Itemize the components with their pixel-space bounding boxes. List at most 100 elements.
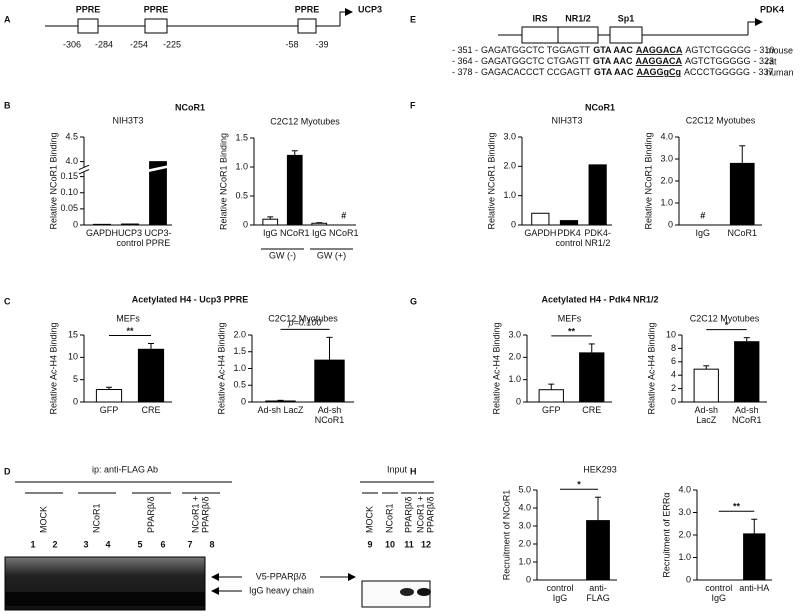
y-axis-label: Relative NCoR1 Binding <box>643 132 653 229</box>
chart-subtitle: MEFs <box>558 313 582 323</box>
y-axis-label: Relative NCoR1 Binding <box>218 133 228 230</box>
sequence-segment: AGTCTGGGGG <box>685 45 751 55</box>
lane-number: 4 <box>105 539 110 549</box>
significance-label: ** <box>568 326 576 336</box>
sequence-segment: GAGACACCCT CCGAGTT <box>481 67 591 77</box>
bar <box>121 223 139 226</box>
sequence-start: - 364 - <box>452 56 478 66</box>
bar <box>149 161 167 226</box>
bar <box>743 533 766 581</box>
lane-group-label: PPARβ/δ <box>200 496 210 533</box>
species-label: rat <box>766 56 777 66</box>
lane-number: 5 <box>137 539 142 549</box>
pdk4-promoter-diagram <box>498 18 763 44</box>
x-tick-label: anti-FLAG <box>586 583 610 603</box>
significance-label: ** <box>733 502 741 512</box>
group-label: GW (-) <box>269 250 296 260</box>
panel-letter: H <box>410 466 417 476</box>
sequence-segment: AGTCTGGGGG <box>685 56 751 66</box>
sequence-end: - 337 <box>753 67 774 77</box>
lane-group-label: NCoR1 <box>384 503 394 533</box>
y-tick-label: 1.5 <box>233 346 246 356</box>
bar <box>559 220 579 226</box>
x-tick-label: Ad-sh LacZ <box>694 405 718 425</box>
x-tick-label: Ad-sh NCoR1 <box>731 405 762 425</box>
value-label: # <box>341 210 346 220</box>
y-tick-label: 0 <box>73 219 78 229</box>
panel-letter: E <box>410 14 416 24</box>
y-tick-label: 6 <box>671 356 676 366</box>
x-tick-label: control IgG <box>705 583 733 603</box>
lane-number: 3 <box>83 539 88 549</box>
lane-number: 1 <box>30 539 35 549</box>
sequence-segment: ACCCTGGGGG <box>684 67 750 77</box>
y-axis-label: Relative Ac-H4 Binding <box>646 322 656 414</box>
significance-label: ** <box>126 326 134 336</box>
bar <box>586 520 610 581</box>
y-tick-label: 3.0 <box>508 329 521 339</box>
lane-group-label: NCoR1 + <box>415 496 425 533</box>
significance-label: * <box>577 480 581 490</box>
x-tick-label: GAPDH <box>524 228 557 238</box>
lane-number: 10 <box>385 539 395 549</box>
bar <box>588 164 607 226</box>
y-tick-label: 15 <box>68 329 78 339</box>
sequence-end: - 310 <box>754 45 775 55</box>
y-tick-label: 0.05 <box>60 203 78 213</box>
lane-number: 9 <box>367 539 372 549</box>
section-header: Acetylated H4 - Pdk4 NR1/2 <box>541 294 658 304</box>
x-tick-label: CRE <box>582 405 602 415</box>
y-tick-label: 0 <box>526 574 531 584</box>
value-label: # <box>700 210 705 220</box>
axis-break <box>78 169 90 175</box>
chart-subtitle: NIH3T3 <box>112 115 143 125</box>
sequence-segment: AAGGACA <box>636 45 683 55</box>
y-tick-label: 5 <box>73 374 78 384</box>
sequence-end: - 323 <box>754 56 775 66</box>
lane-number: 2 <box>52 539 57 549</box>
position-label: -225 <box>163 39 181 49</box>
chart-subtitle: C2C12 Myotubes <box>270 116 340 126</box>
y-tick-label: 2.0 <box>518 538 531 548</box>
x-tick-label: anti-HA <box>739 583 770 593</box>
y-axis-label: Relative Ac-H4 Binding <box>216 322 226 414</box>
sequence-start: - 351 - <box>452 45 478 55</box>
y-axis-label: Relative NCoR1 Binding <box>48 132 58 229</box>
x-tick-label: IgG <box>311 228 327 238</box>
x-tick-label: GFP <box>99 405 119 415</box>
y-tick-label: 10 <box>666 329 676 339</box>
sequence-segment: GTA AAC <box>593 45 633 55</box>
lane-group-label: PPARβ/δ <box>403 496 413 533</box>
chart-subtitle: NIH3T3 <box>551 115 582 125</box>
y-tick-label: 2 <box>671 383 676 393</box>
y-tick-label: 0 <box>668 219 673 229</box>
bar <box>265 400 296 403</box>
chart-subtitle: MEFs <box>116 313 140 323</box>
bar <box>314 359 345 403</box>
y-tick-label: 4.5 <box>65 131 78 141</box>
y-tick-label: 1.0 <box>233 363 246 373</box>
western-blot <box>4 556 431 611</box>
bar <box>538 389 564 403</box>
bar <box>286 154 303 226</box>
x-tick-label: Ad-sh LacZ <box>257 405 304 415</box>
position-label: -284 <box>95 39 113 49</box>
y-tick-label: 1.0 <box>660 197 673 207</box>
lane-number: 6 <box>160 539 165 549</box>
y-tick-label: 8 <box>671 343 676 353</box>
element-label: PPRE <box>144 4 169 14</box>
lane-number: 11 <box>404 539 414 549</box>
y-tick-label: 4.0 <box>678 484 691 494</box>
x-tick-label: Ad-sh NCoR1 <box>314 405 345 425</box>
y-tick-label: 3.0 <box>678 507 691 517</box>
y-tick-label: 1.0 <box>508 374 521 384</box>
sequence-line: - 364 - GAGATGGCTC CTGAGTT GTA AAC AAGGACA A… <box>452 56 774 66</box>
lane-number: 8 <box>209 539 214 549</box>
gene-label: PDK4 <box>760 4 784 14</box>
section-header: HEK293 <box>583 464 617 474</box>
section-header: NCoR1 <box>175 102 205 112</box>
lane-number: 7 <box>187 539 192 549</box>
gene-label: UCP3 <box>358 4 382 14</box>
y-tick-label: 0 <box>243 219 248 229</box>
